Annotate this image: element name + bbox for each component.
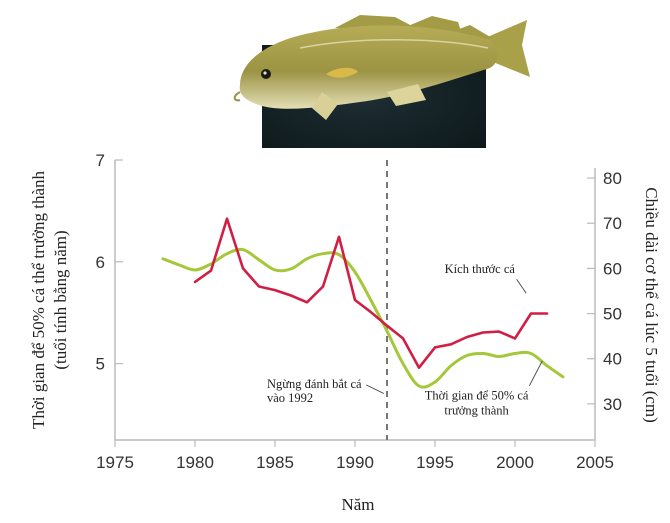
x-tick-label: 1985	[256, 453, 294, 472]
y-left-axis-title: Thời gian để 50% cá thể trưởng thành	[29, 170, 48, 429]
y-right-tick-label: 40	[603, 350, 622, 369]
y-right-tick-label: 70	[603, 214, 622, 233]
cod-fish-photo	[233, 15, 530, 148]
x-tick-label: 2005	[576, 453, 614, 472]
y-right-tick-label: 80	[603, 169, 622, 188]
y-right-axis-title: Chiều dài cơ thể cá lúc 5 tuổi (cm)	[642, 187, 661, 423]
x-tick-label: 1990	[336, 453, 374, 472]
y-right-tick-label: 60	[603, 259, 622, 278]
x-tick-label: 1975	[96, 453, 134, 472]
x-tick-label: 2000	[496, 453, 534, 472]
x-tick-label: 1980	[176, 453, 214, 472]
maturity-label-pointer	[529, 360, 543, 387]
y-left-tick-label: 7	[96, 151, 105, 170]
axes	[114, 159, 596, 447]
series-layer	[161, 217, 565, 389]
fish-size-label-pointer	[516, 278, 527, 294]
x-axis-title: Năm	[341, 495, 374, 514]
y-right-tick-label: 50	[603, 305, 622, 324]
maturity-age-line	[161, 247, 565, 389]
y-right-tick-label: 30	[603, 395, 622, 414]
fishing-ban-label-line: vào 1992	[267, 391, 313, 405]
maturity-label-line: Thời gian để 50% cá	[425, 388, 529, 402]
y-left-axis-subtitle: (tuổi tính bằng năm)	[51, 230, 70, 369]
y-left-tick-label: 5	[96, 355, 105, 374]
x-tick-label: 1995	[416, 453, 454, 472]
maturity-label-line: trưởng thành	[444, 403, 509, 417]
fish-size-line	[193, 217, 549, 370]
fishing-ban-label-line: Ngừng đánh bắt cá	[267, 377, 362, 391]
fishing-ban-label-pointer	[366, 384, 384, 394]
y-left-tick-label: 6	[96, 253, 105, 272]
fish-size-label: Kích thước cá	[445, 262, 516, 276]
tick-labels: 1975 1980 1985 1990 1995 2000 2005 7 6 5 80 70 60 50 4…	[96, 151, 622, 472]
